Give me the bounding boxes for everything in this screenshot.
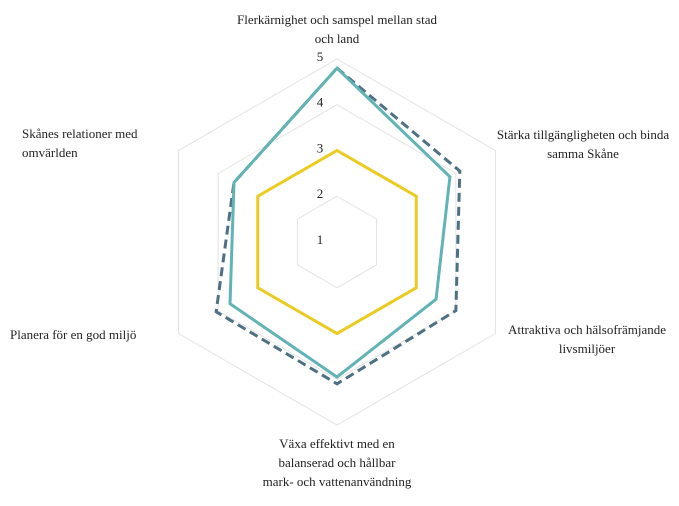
grid-ring xyxy=(217,104,457,380)
category-label: Skånes relationer med omvärlden xyxy=(22,126,138,160)
tick-label: 2 xyxy=(317,186,324,201)
series-line xyxy=(256,148,418,336)
category-label: Flerkärnighet och samspel mellan stad oc… xyxy=(236,12,437,46)
category-label: Stärka tillgängligheten och binda samma … xyxy=(496,127,670,161)
category-label: Planera för en god miljö xyxy=(10,327,137,342)
category-label: Attraktiva och hälsofrämjande livsmiljöe… xyxy=(507,322,667,356)
tick-label: 5 xyxy=(317,49,324,64)
series-line xyxy=(214,66,462,386)
grid-ring xyxy=(257,149,417,335)
tick-label: 4 xyxy=(317,95,324,110)
series-line xyxy=(228,65,452,379)
grid-ring xyxy=(178,58,496,426)
tick-label: 3 xyxy=(317,140,324,155)
tick-label: 1 xyxy=(317,232,324,247)
category-label: Växa effektivt med en balanserad och hål… xyxy=(262,436,412,489)
grid-ring xyxy=(296,195,378,289)
